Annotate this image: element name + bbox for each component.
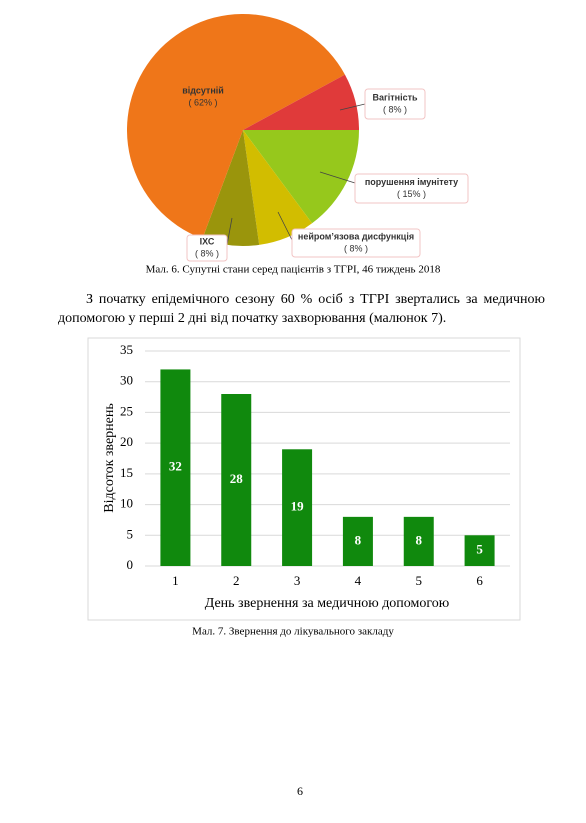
x-tick-label: 3 [294, 573, 301, 588]
y-tick-label: 25 [120, 403, 133, 418]
x-tick-label: 2 [233, 573, 240, 588]
slice-label: Вагітність [372, 92, 418, 102]
pie-slice [243, 74, 359, 130]
pie-slice [243, 130, 359, 224]
slice-value-label: ( 8% ) [195, 248, 219, 258]
y-tick-label: 15 [120, 465, 133, 480]
x-tick-label: 4 [355, 573, 362, 588]
pie-slice [243, 130, 313, 245]
bar [342, 516, 373, 566]
y-tick-label: 20 [120, 434, 133, 449]
slice-value-label: ( 8% ) [383, 104, 407, 114]
bar-value-label: 5 [476, 542, 483, 557]
page-number: 6 [297, 784, 303, 798]
slice-label: ІХС [200, 236, 215, 246]
figure-caption: Мал. 6. Супутні стани серед пацієнтів з … [146, 264, 441, 276]
leader-line [226, 217, 233, 246]
x-tick-label: 6 [476, 573, 483, 588]
bar [464, 535, 495, 566]
leader-line [319, 171, 356, 184]
bar-value-label: 8 [416, 532, 423, 547]
bar-value-label: 8 [355, 532, 362, 547]
leader-line [339, 103, 366, 111]
label-box [186, 234, 228, 262]
bar [160, 369, 191, 566]
slice-value-label: ( 62% ) [188, 97, 217, 107]
bar [282, 449, 313, 566]
chart-frame [87, 337, 521, 621]
label-box [291, 228, 421, 258]
slice-label: порушення імунітету [365, 177, 458, 187]
x-tick-label: 5 [416, 573, 423, 588]
bar-value-label: 28 [230, 471, 244, 486]
label-box [354, 173, 469, 204]
y-tick-label: 5 [127, 526, 134, 541]
y-tick-label: 0 [127, 557, 134, 572]
slice-label: відсутній [182, 85, 224, 95]
figure-caption: Мал. 7. Звернення до лікувального заклад… [192, 626, 394, 638]
slice-label: нейром’язова дисфункція [298, 231, 414, 241]
slice-value-label: ( 8% ) [344, 243, 368, 253]
label-box [364, 88, 426, 120]
y-tick-label: 10 [120, 496, 133, 511]
x-tick-label: 1 [172, 573, 179, 588]
pie-slice [127, 14, 345, 239]
y-tick-label: 35 [120, 342, 133, 357]
y-tick-label: 30 [120, 373, 133, 388]
paragraph: З початку епідемічного сезону 60 % осіб … [58, 292, 545, 326]
pie-slice [202, 130, 260, 246]
x-axis-label: День звернення за медичною допомогою [205, 596, 450, 611]
bar [221, 394, 252, 566]
y-axis-label: Відсоток звернень [102, 403, 117, 512]
bar-value-label: 19 [291, 499, 305, 514]
leader-line [277, 211, 293, 241]
bar [403, 516, 434, 566]
slice-value-label: ( 15% ) [397, 189, 426, 199]
bar-value-label: 32 [169, 459, 182, 474]
